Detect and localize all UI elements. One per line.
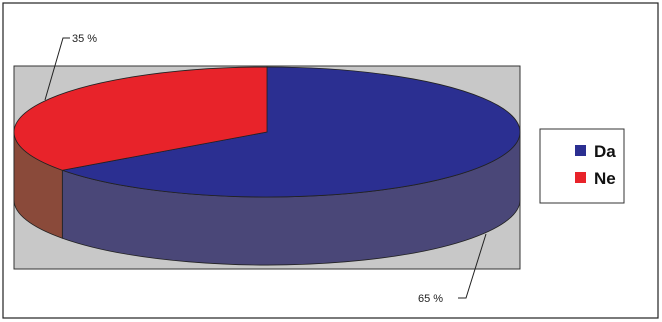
- legend-swatch-da: [575, 145, 586, 156]
- legend-box: [539, 128, 625, 204]
- legend-label-ne: Ne: [594, 169, 616, 188]
- slice-label-ne: 35 %: [72, 33, 97, 45]
- slices-group: [13, 66, 521, 266]
- slice-label-da: 65 %: [418, 293, 443, 305]
- legend-label-da: Da: [594, 142, 616, 161]
- legend-swatch-ne: [575, 172, 586, 183]
- slice-ne: [13, 66, 268, 171]
- slice-da: [60, 66, 521, 198]
- legend: Da Ne: [539, 128, 625, 204]
- leader-line-da: [458, 233, 487, 299]
- leader-line-ne: [44, 37, 70, 101]
